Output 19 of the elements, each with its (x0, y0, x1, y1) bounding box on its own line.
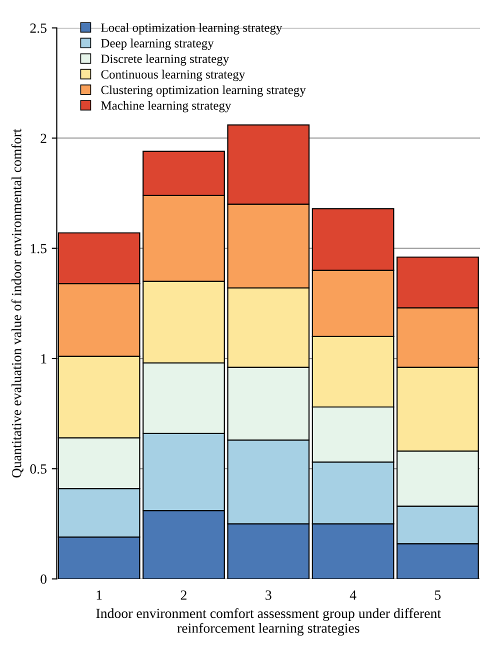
y-tick-label: 0.5 (30, 464, 46, 474)
y-tick-label: 2 (40, 134, 46, 143)
legend-label: Machine learning strategy (101, 100, 232, 112)
legend-label: Continuous learning strategy (101, 70, 246, 82)
x-tick-label: 4 (350, 590, 356, 600)
legend-label: Discrete learning strategy (101, 54, 230, 66)
x-tick-label: 1 (96, 590, 102, 600)
x-axis-title: Indoor environment comfort assessment group under different reinforcement learning strategies (96, 608, 441, 636)
y-tick-label: 2.5 (30, 24, 46, 33)
y-tick-label: 1 (41, 354, 46, 364)
legend-label: Clustering optimization learning strategy (101, 85, 306, 97)
x-tick-label: 3 (266, 590, 272, 600)
y-tick-label: 1.5 (30, 244, 46, 254)
legend-label: Local optimization learning strategy (101, 23, 282, 34)
legend-label: Deep learning strategy (101, 38, 214, 50)
y-axis-title: Quantitative evaluation value of indoor environmental comfort (11, 128, 24, 478)
y-tick-label: 0 (40, 574, 47, 584)
x-tick-label: 5 (435, 590, 441, 600)
x-tick-label: 2 (180, 590, 186, 600)
